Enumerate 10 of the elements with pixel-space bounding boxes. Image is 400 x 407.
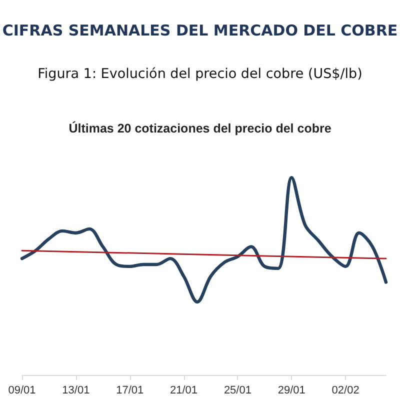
x-tick-label: 13/01 (62, 384, 90, 396)
x-tick-label: 21/01 (170, 384, 198, 396)
x-tick-label: 25/01 (224, 384, 252, 396)
x-tick-label: 02/02 (332, 384, 360, 396)
x-tick-label: 09/01 (8, 384, 36, 396)
x-tick-label: 29/01 (278, 384, 306, 396)
chart-title: CIFRAS SEMANALES DEL MERCADO DEL COBRE (2, 22, 398, 40)
x-tick-label: 17/01 (116, 384, 144, 396)
text: Últimas 20 cotizaciones del precio del cobre (68, 120, 332, 136)
chart-subtitle: Figura 1: Evolución del precio del cobre (US$/lb) (38, 66, 362, 82)
